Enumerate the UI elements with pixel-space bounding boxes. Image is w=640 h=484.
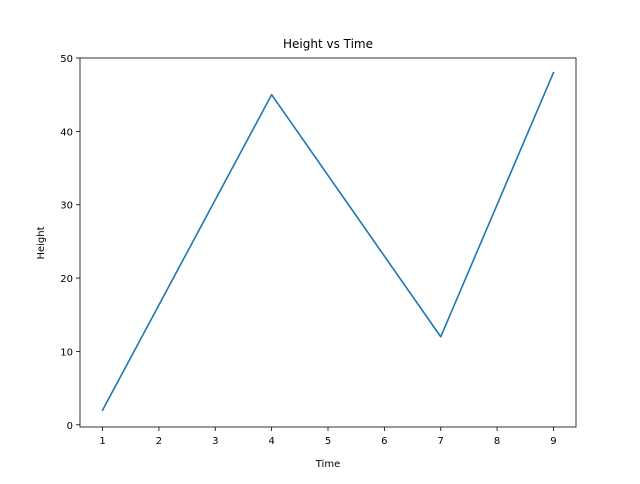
plot-frame — [79, 57, 577, 428]
x-tick-label: 2 — [156, 436, 162, 447]
y-tick-label: 0 — [67, 421, 73, 432]
x-tick-label: 5 — [325, 436, 331, 447]
y-tick-label: 10 — [60, 347, 73, 358]
x-tick-label: 4 — [268, 436, 274, 447]
x-axis-label: Time — [315, 459, 340, 470]
x-tick-label: 3 — [212, 436, 218, 447]
y-tick-label: 50 — [60, 54, 73, 65]
y-axis-ticks: 0 10 20 30 40 50 — [60, 54, 80, 432]
y-axis-label: Height — [36, 226, 47, 259]
y-tick-label: 40 — [60, 127, 73, 138]
x-axis-ticks: 1 2 3 4 5 6 7 8 9 — [99, 427, 557, 447]
x-tick-label: 9 — [550, 436, 556, 447]
y-tick-label: 30 — [60, 201, 73, 212]
series-line-0 — [101, 71, 555, 412]
y-tick-label: 20 — [60, 274, 73, 285]
x-tick-label: 1 — [99, 436, 105, 447]
plot-area — [101, 71, 555, 412]
x-tick-label: 6 — [381, 436, 387, 447]
x-tick-label: 8 — [494, 436, 500, 447]
chart-title: Height vs Time — [283, 37, 373, 51]
x-tick-label: 7 — [438, 436, 444, 447]
